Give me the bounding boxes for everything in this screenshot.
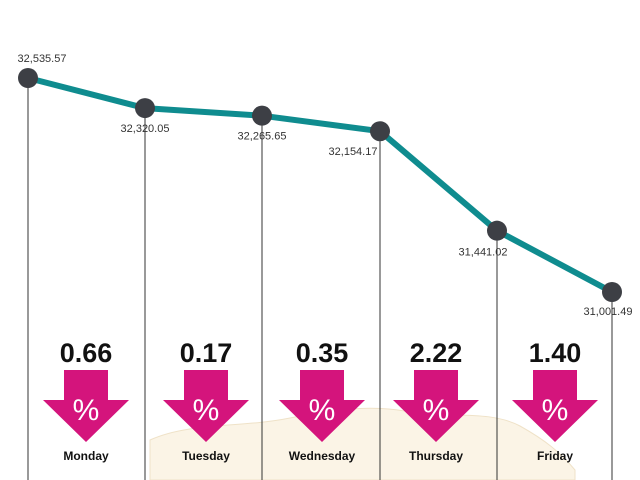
percent-sign-icon: % [309, 394, 336, 427]
data-point [370, 121, 390, 142]
percent-sign-icon: % [542, 394, 569, 427]
percent-sign-icon: % [423, 394, 450, 427]
data-point [252, 105, 272, 126]
data-point [135, 98, 155, 119]
value-label: 32,265.65 [238, 131, 287, 143]
day-label: Friday [537, 449, 573, 463]
percent-change-label: 0.66 [60, 338, 113, 368]
value-label: 31,441.02 [459, 247, 508, 259]
down-arrow-icon [512, 370, 598, 442]
day-label: Wednesday [289, 449, 356, 463]
down-arrow-icon [393, 370, 479, 442]
data-point [602, 282, 622, 302]
value-label: 32,320.05 [121, 123, 170, 135]
data-point [487, 220, 507, 241]
percent-sign-icon: % [193, 394, 220, 427]
percent-sign-icon: % [73, 394, 100, 427]
down-arrow-icon [163, 370, 249, 442]
series-line [25, 75, 615, 295]
percent-change-label: 2.22 [410, 338, 463, 368]
down-arrow-icon [279, 370, 365, 442]
percent-change-label: 0.17 [180, 338, 233, 368]
value-label: 32,535.57 [18, 53, 67, 65]
day-label: Thursday [409, 449, 463, 463]
value-label: 31,001.49 [584, 306, 633, 318]
day-label: Monday [63, 449, 109, 463]
data-point [18, 68, 38, 88]
value-label: 32,154.17 [329, 146, 378, 158]
percent-change-label: 0.35 [296, 338, 349, 368]
day-label: Tuesday [182, 449, 230, 463]
percent-change-label: 1.40 [529, 338, 582, 368]
down-arrow-icon [43, 370, 129, 442]
